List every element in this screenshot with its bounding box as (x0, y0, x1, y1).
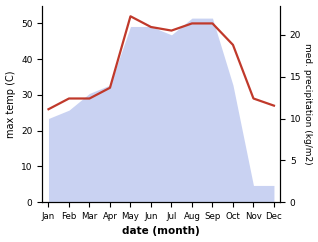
Y-axis label: med. precipitation (kg/m2): med. precipitation (kg/m2) (303, 43, 313, 165)
Y-axis label: max temp (C): max temp (C) (5, 70, 16, 138)
X-axis label: date (month): date (month) (122, 227, 200, 236)
